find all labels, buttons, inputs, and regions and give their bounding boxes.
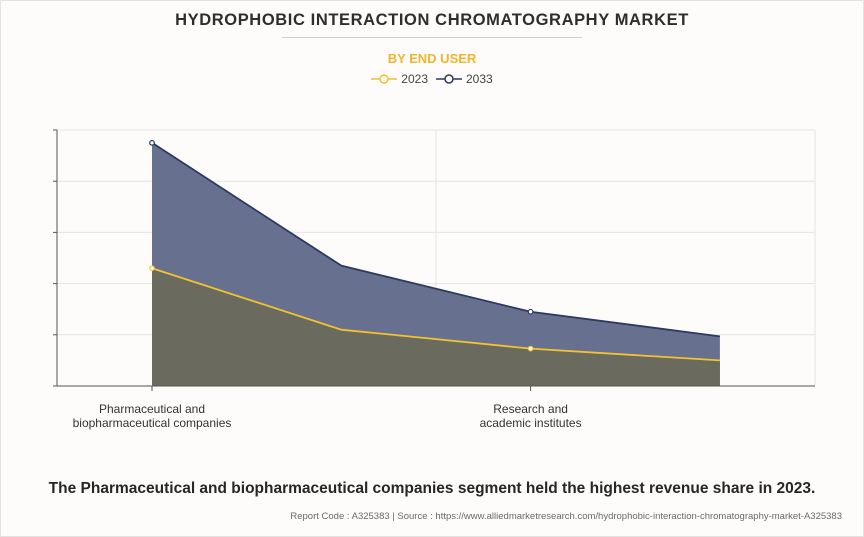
point-2033 — [149, 139, 155, 146]
chart-subtitle: BY END USER — [387, 51, 477, 66]
chart-legend: 2023 2033 — [0, 72, 864, 86]
legend-label-2023: 2023 — [401, 72, 428, 86]
source-footer: Report Code : A325383 | Source : https:/… — [290, 511, 842, 522]
legend-marker-2023 — [371, 74, 398, 84]
chart-caption: The Pharmaceutical and biopharmaceutical… — [48, 480, 816, 497]
area-2023 — [152, 268, 720, 386]
point-2033 — [527, 308, 534, 315]
legend-label-2033: 2033 — [466, 72, 493, 86]
legend-item-2033[interactable]: 2033 — [436, 72, 493, 86]
line-2033 — [151, 142, 721, 338]
x-tick-label-line: Pharmaceutical and — [98, 402, 206, 416]
chart-title: HYDROPHOBIC INTERACTION CHROMATOGRAPHY M… — [175, 11, 689, 29]
legend-item-2023[interactable]: 2023 — [371, 72, 428, 86]
title-divider — [282, 37, 582, 38]
line-2023 — [151, 267, 720, 362]
legend-marker-2033 — [436, 74, 462, 84]
x-tick-label-line: biopharmaceutical companies — [72, 416, 232, 430]
x-tick-label: Pharmaceutical and biopharmaceutical comp… — [32, 402, 272, 430]
point-2023 — [149, 265, 155, 272]
point-2023 — [527, 345, 534, 352]
x-tick-label-line: Research and — [493, 402, 568, 416]
x-tick-label: Research and academic institutes — [411, 402, 651, 430]
x-tick-label-line: academic institutes — [479, 416, 582, 430]
